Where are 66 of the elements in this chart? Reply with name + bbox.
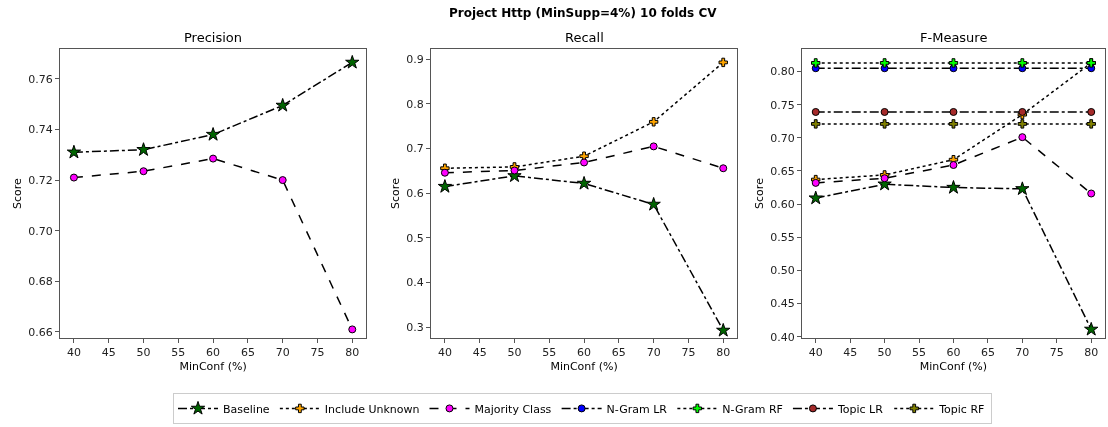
x-tick-label: 60 bbox=[577, 346, 592, 360]
y-tick-label: 0.70 bbox=[28, 224, 53, 238]
y-tick-label: 0.76 bbox=[28, 72, 53, 86]
legend-label: Baseline bbox=[223, 402, 270, 416]
legend-label: Majority Class bbox=[474, 402, 552, 416]
x-axis-title: MinConf (%) bbox=[550, 360, 618, 374]
y-tick-label: 0.65 bbox=[770, 164, 795, 178]
x-tick-label: 70 bbox=[646, 346, 661, 360]
text: Project Http (MinSupp=4%) 10 folds CV bbox=[449, 6, 718, 20]
y-tick-label: 0.66 bbox=[28, 325, 53, 339]
y-tick-label: 0.8 bbox=[406, 97, 424, 111]
y-axis-title: Score bbox=[388, 177, 402, 209]
chart-title: Precision bbox=[184, 30, 243, 45]
y-tick-label: 0.5 bbox=[406, 231, 424, 245]
y-tick-label: 0.55 bbox=[770, 231, 795, 245]
y-axis-title: Score bbox=[752, 177, 766, 209]
x-tick-label: 65 bbox=[240, 346, 255, 360]
y-tick-label: 0.9 bbox=[406, 53, 424, 67]
y-axis-title: Score bbox=[10, 177, 24, 209]
x-tick-label: 40 bbox=[66, 346, 81, 360]
x-tick-label: 40 bbox=[437, 346, 452, 360]
x-tick-label: 45 bbox=[101, 346, 116, 360]
x-tick-label: 50 bbox=[877, 346, 892, 360]
legend-label: N-Gram LR bbox=[606, 402, 668, 416]
x-tick-label: 45 bbox=[843, 346, 858, 360]
x-tick-label: 50 bbox=[136, 346, 151, 360]
y-tick-label: 0.45 bbox=[770, 297, 795, 311]
x-tick-label: 70 bbox=[1015, 346, 1030, 360]
y-tick-label: 0.7 bbox=[406, 142, 424, 156]
x-tick-label: 55 bbox=[171, 346, 186, 360]
y-tick-label: 0.70 bbox=[770, 131, 795, 145]
legend-label: Include Unknown bbox=[324, 402, 420, 416]
x-tick-label: 65 bbox=[980, 346, 995, 360]
y-tick-label: 0.50 bbox=[770, 264, 795, 278]
y-tick-label: 0.75 bbox=[770, 98, 795, 112]
y-tick-label: 0.60 bbox=[770, 197, 795, 211]
y-tick-label: 0.80 bbox=[770, 65, 795, 79]
chart-title: Recall bbox=[565, 30, 604, 45]
legend-label: Topic RF bbox=[938, 402, 985, 416]
x-tick-label: 45 bbox=[472, 346, 487, 360]
x-tick-label: 80 bbox=[345, 346, 360, 360]
x-tick-label: 40 bbox=[808, 346, 823, 360]
x-tick-label: 75 bbox=[1049, 346, 1064, 360]
y-tick-label: 0.72 bbox=[28, 173, 53, 187]
x-tick-label: 75 bbox=[681, 346, 696, 360]
x-tick-label: 60 bbox=[206, 346, 221, 360]
y-tick-label: 0.3 bbox=[406, 321, 424, 335]
y-tick-label: 0.68 bbox=[28, 275, 53, 289]
x-tick-label: 80 bbox=[716, 346, 731, 360]
x-tick-label: 55 bbox=[542, 346, 557, 360]
legend-label: N-Gram RF bbox=[722, 402, 783, 416]
x-tick-label: 65 bbox=[611, 346, 626, 360]
y-tick-label: 0.6 bbox=[406, 187, 424, 201]
y-tick-label: 0.74 bbox=[28, 123, 53, 137]
x-tick-label: 75 bbox=[310, 346, 325, 360]
x-axis-title: MinConf (%) bbox=[919, 360, 988, 374]
y-tick-label: 0.4 bbox=[406, 276, 424, 290]
x-tick-label: 80 bbox=[1084, 346, 1099, 360]
x-tick-label: 70 bbox=[275, 346, 290, 360]
x-tick-label: 55 bbox=[912, 346, 927, 360]
x-tick-label: 50 bbox=[507, 346, 522, 360]
x-axis-title: MinConf (%) bbox=[179, 360, 247, 374]
x-tick-label: 60 bbox=[946, 346, 961, 360]
legend-label: Topic LR bbox=[836, 402, 884, 416]
chart-title: F-Measure bbox=[920, 30, 988, 45]
y-tick-label: 0.40 bbox=[770, 330, 795, 344]
